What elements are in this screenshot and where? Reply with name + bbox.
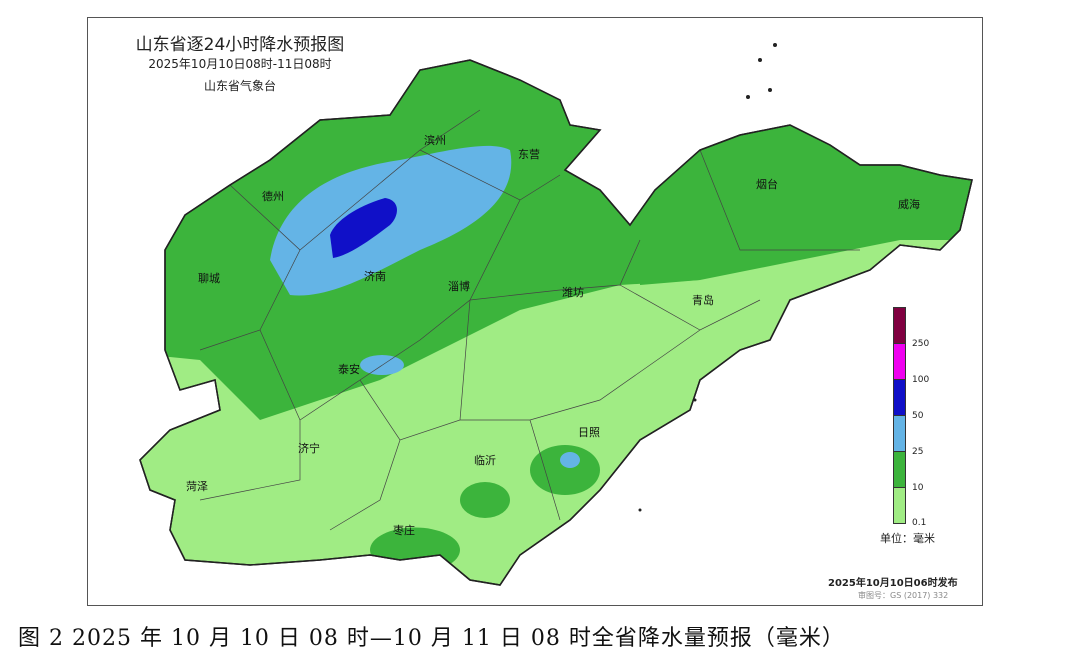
- map-frame: [87, 17, 983, 606]
- map-title: 山东省逐24小时降水预报图: [135, 35, 345, 55]
- legend-swatch-250plus: [893, 307, 906, 344]
- city-label: 滨州: [424, 134, 446, 147]
- city-label: 聊城: [198, 272, 220, 285]
- legend-swatch-0.1-10: [893, 488, 906, 524]
- city-label: 威海: [898, 198, 920, 211]
- review-number: 审图号：GS (2017) 332: [858, 591, 949, 600]
- legend-label: 250: [912, 339, 930, 349]
- legend-unit: 单位：毫米: [880, 532, 935, 545]
- city-label: 泰安: [338, 363, 360, 376]
- city-label: 济宁: [298, 442, 320, 455]
- band-50-100: [330, 198, 397, 258]
- city-label: 东营: [518, 148, 540, 161]
- city-label: 烟台: [756, 178, 778, 191]
- legend-swatch-50-100: [893, 380, 906, 416]
- legend-label: 10: [912, 483, 924, 493]
- city-label: 济南: [364, 270, 386, 283]
- legend-label: 25: [912, 447, 924, 457]
- band-10-25-south: [370, 230, 790, 573]
- city-label: 淄博: [448, 280, 470, 293]
- legend-label: 50: [912, 411, 924, 421]
- legend-swatch-10-25: [893, 452, 906, 488]
- islands: [638, 43, 777, 512]
- map-period: 2025年10月10日08时-11日08时: [148, 57, 332, 71]
- city-label: 潍坊: [562, 286, 584, 299]
- city-boundaries: [199, 109, 860, 531]
- city-label: 青岛: [692, 294, 714, 307]
- city-label: 菏泽: [186, 480, 208, 493]
- legend-swatch-100-250: [893, 344, 906, 380]
- map-issuer: 山东省气象台: [203, 79, 276, 93]
- legend-label: 0.1: [912, 518, 927, 528]
- legend-swatch-25-50: [893, 416, 906, 452]
- city-label: 日照: [578, 426, 600, 439]
- city-label: 枣庄: [393, 524, 415, 537]
- issue-time: 2025年10月10日06时发布: [828, 578, 958, 589]
- legend-label: 100: [912, 375, 930, 385]
- figure-caption: 图 2 2025 年 10 月 10 日 08 时—10 月 11 日 08 时…: [18, 626, 845, 651]
- province-outline: [139, 59, 973, 586]
- city-label: 德州: [262, 190, 284, 203]
- city-label: 临沂: [474, 454, 496, 467]
